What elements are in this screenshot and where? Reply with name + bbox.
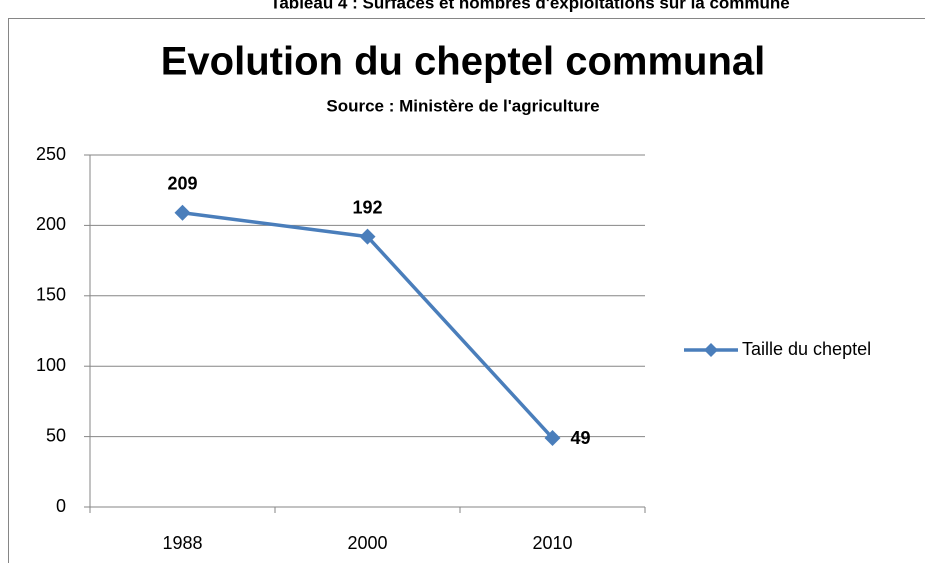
chart-frame — [8, 18, 925, 563]
legend-marker — [704, 343, 718, 357]
x-tick-label: 1988 — [162, 533, 202, 553]
point-marker — [174, 204, 191, 221]
data-label: 209 — [167, 173, 197, 193]
point-marker — [544, 430, 561, 447]
y-tick-label: 100 — [36, 355, 66, 375]
data-label: 192 — [352, 197, 382, 217]
legend-label: Taille du cheptel — [742, 339, 871, 359]
x-tick-label: 2000 — [347, 533, 387, 553]
chart-subtitle: Source : Ministère de l'agriculture — [326, 96, 599, 115]
data-label: 49 — [570, 428, 590, 448]
y-tick-label: 200 — [36, 214, 66, 234]
y-tick-label: 50 — [46, 425, 66, 445]
point-marker — [359, 228, 376, 245]
y-tick-label: 250 — [36, 144, 66, 164]
chart-title: Evolution du cheptel communal — [161, 40, 766, 84]
page-heading: Tableau 4 : Surfaces et nombres d'exploi… — [270, 0, 790, 12]
x-tick-label: 2010 — [532, 533, 572, 553]
y-tick-label: 150 — [36, 285, 66, 305]
y-tick-label: 0 — [56, 496, 66, 516]
